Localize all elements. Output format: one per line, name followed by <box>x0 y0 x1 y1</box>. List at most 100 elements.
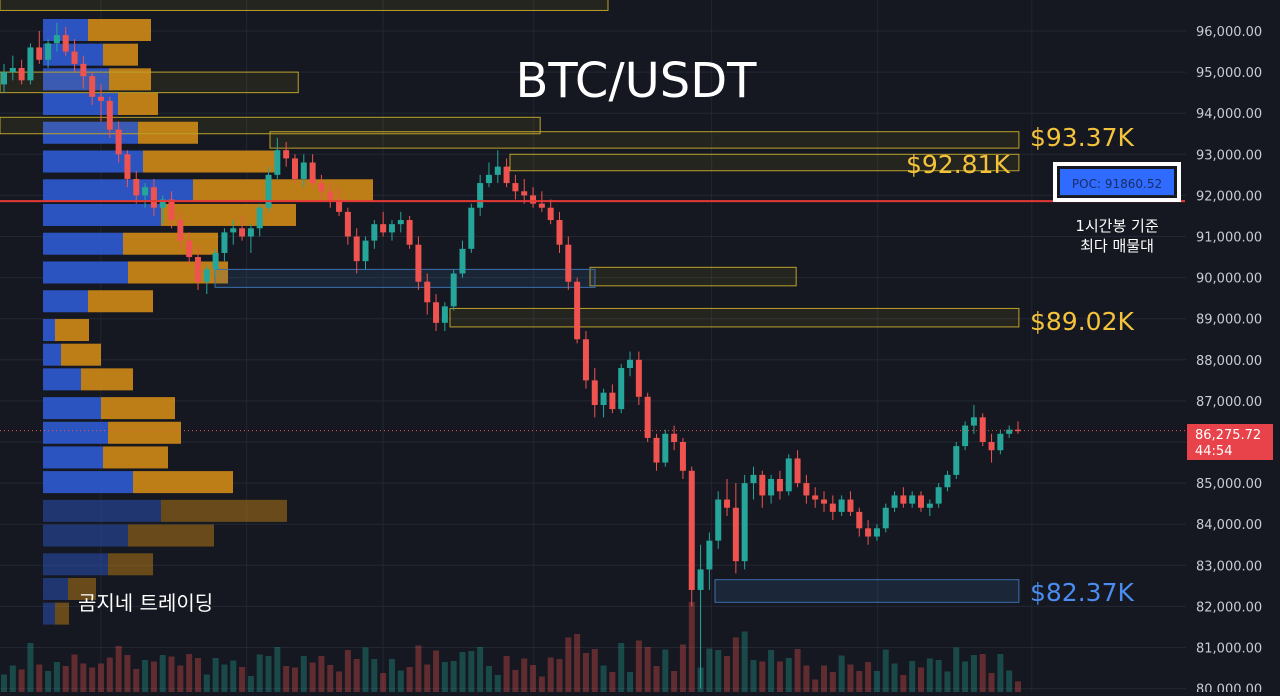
price-badge <box>1187 424 1273 460</box>
volume-bar <box>168 656 175 692</box>
volume-bar <box>415 645 422 692</box>
volume-bar <box>371 659 378 692</box>
candle-body <box>115 129 122 155</box>
price-tick-label: 82,000.00 <box>1196 600 1262 615</box>
volume-bar <box>997 654 1004 692</box>
volume-bar <box>468 651 475 692</box>
volume-profile-buy-bar <box>43 577 68 600</box>
volume-bar <box>873 671 880 692</box>
volume-bar <box>609 672 616 692</box>
candle-body <box>380 224 387 233</box>
candle-body <box>336 199 343 212</box>
volume-bar <box>741 631 748 692</box>
candle-body <box>291 158 298 179</box>
poc-label-bg <box>1060 169 1174 195</box>
volume-bar <box>724 656 731 692</box>
volume-bar <box>653 666 660 692</box>
volume-bar <box>785 658 792 692</box>
volume-bar <box>750 660 757 692</box>
volume-profile-sell-bar <box>118 92 158 115</box>
volume-bar <box>327 665 334 692</box>
candle-body <box>600 392 607 406</box>
candle-body <box>71 51 78 64</box>
price-zone <box>589 266 797 287</box>
volume-profile-sell-bar <box>103 446 168 469</box>
volume-bar <box>106 657 113 692</box>
watermark: 곰지네 트레이딩 <box>78 591 213 615</box>
volume-bar <box>89 667 96 692</box>
candle-body <box>150 187 157 208</box>
candle-body <box>45 43 52 60</box>
candle-body <box>821 499 828 504</box>
candle-body <box>644 396 651 438</box>
volume-bar <box>829 672 836 692</box>
candle-body <box>574 281 581 340</box>
candle-body <box>459 248 466 274</box>
poc-box <box>1053 162 1181 202</box>
candles <box>1 22 1021 689</box>
candle-body <box>318 183 325 192</box>
volume-bar <box>133 669 140 692</box>
candle-body <box>415 244 422 282</box>
candle-body <box>530 195 537 204</box>
volume-profile-sell-bar <box>88 290 153 313</box>
volume-bar <box>291 667 298 692</box>
candle-body <box>856 511 863 529</box>
candle-body <box>997 433 1004 451</box>
price-zones <box>0 0 1020 603</box>
price-axis[interactable]: 96,000.00 95,000.00 94,000.00 93,000.00 92,0… <box>1196 25 1262 696</box>
volume-bar <box>538 676 545 692</box>
volume-bar <box>212 658 219 692</box>
price-tick-label: 92,000.00 <box>1196 189 1262 204</box>
volume-profile-sell-bar <box>193 179 373 202</box>
volume-bar <box>962 661 969 692</box>
volume-bar <box>644 647 651 692</box>
candle-body <box>785 458 792 492</box>
candle-body <box>494 166 501 175</box>
volume-bar <box>891 663 898 692</box>
volume-bar <box>944 671 951 692</box>
volume-bar <box>582 653 589 692</box>
volume-bar <box>547 657 554 692</box>
candle-body <box>388 224 395 233</box>
volume-profile-sell-bar <box>128 261 228 284</box>
candle-body <box>953 446 960 475</box>
volume-profile-sell-bar <box>101 397 175 420</box>
candle-body <box>741 483 748 562</box>
candle-body <box>688 470 695 590</box>
volume-bar <box>159 655 166 692</box>
volume-profile-buy-bar <box>43 499 161 522</box>
volume-profile-sell-bar <box>103 43 138 66</box>
candle-body <box>327 191 334 200</box>
candle-body <box>768 478 775 496</box>
candle-body <box>406 220 413 245</box>
candle-body <box>424 281 431 303</box>
volume-bar <box>503 656 510 692</box>
candle-body <box>503 166 510 184</box>
candle-body <box>926 503 933 508</box>
volume-bar <box>265 656 272 692</box>
candle-body <box>97 96 104 101</box>
candle-body <box>9 67 16 73</box>
candle-body <box>662 433 669 463</box>
volume-bar <box>988 673 995 692</box>
candle-body <box>362 240 369 262</box>
candle-body <box>283 150 290 159</box>
volume-bar <box>1006 670 1013 692</box>
volume-bar <box>759 661 766 692</box>
candle-body <box>168 199 175 221</box>
volume-bar <box>18 669 25 692</box>
volume-profile-sell-bar <box>55 319 89 342</box>
volume-profile-sell-bar <box>143 150 278 173</box>
volume-bar <box>283 666 290 692</box>
volume-bar <box>97 663 104 692</box>
volume-bar <box>918 667 925 692</box>
volume-profile-buy-bar <box>43 553 108 576</box>
volume-bar <box>459 652 466 692</box>
volume-bar <box>635 640 642 692</box>
candle-body <box>979 417 986 442</box>
price-zone <box>449 307 1020 328</box>
volume-bar <box>36 664 43 692</box>
